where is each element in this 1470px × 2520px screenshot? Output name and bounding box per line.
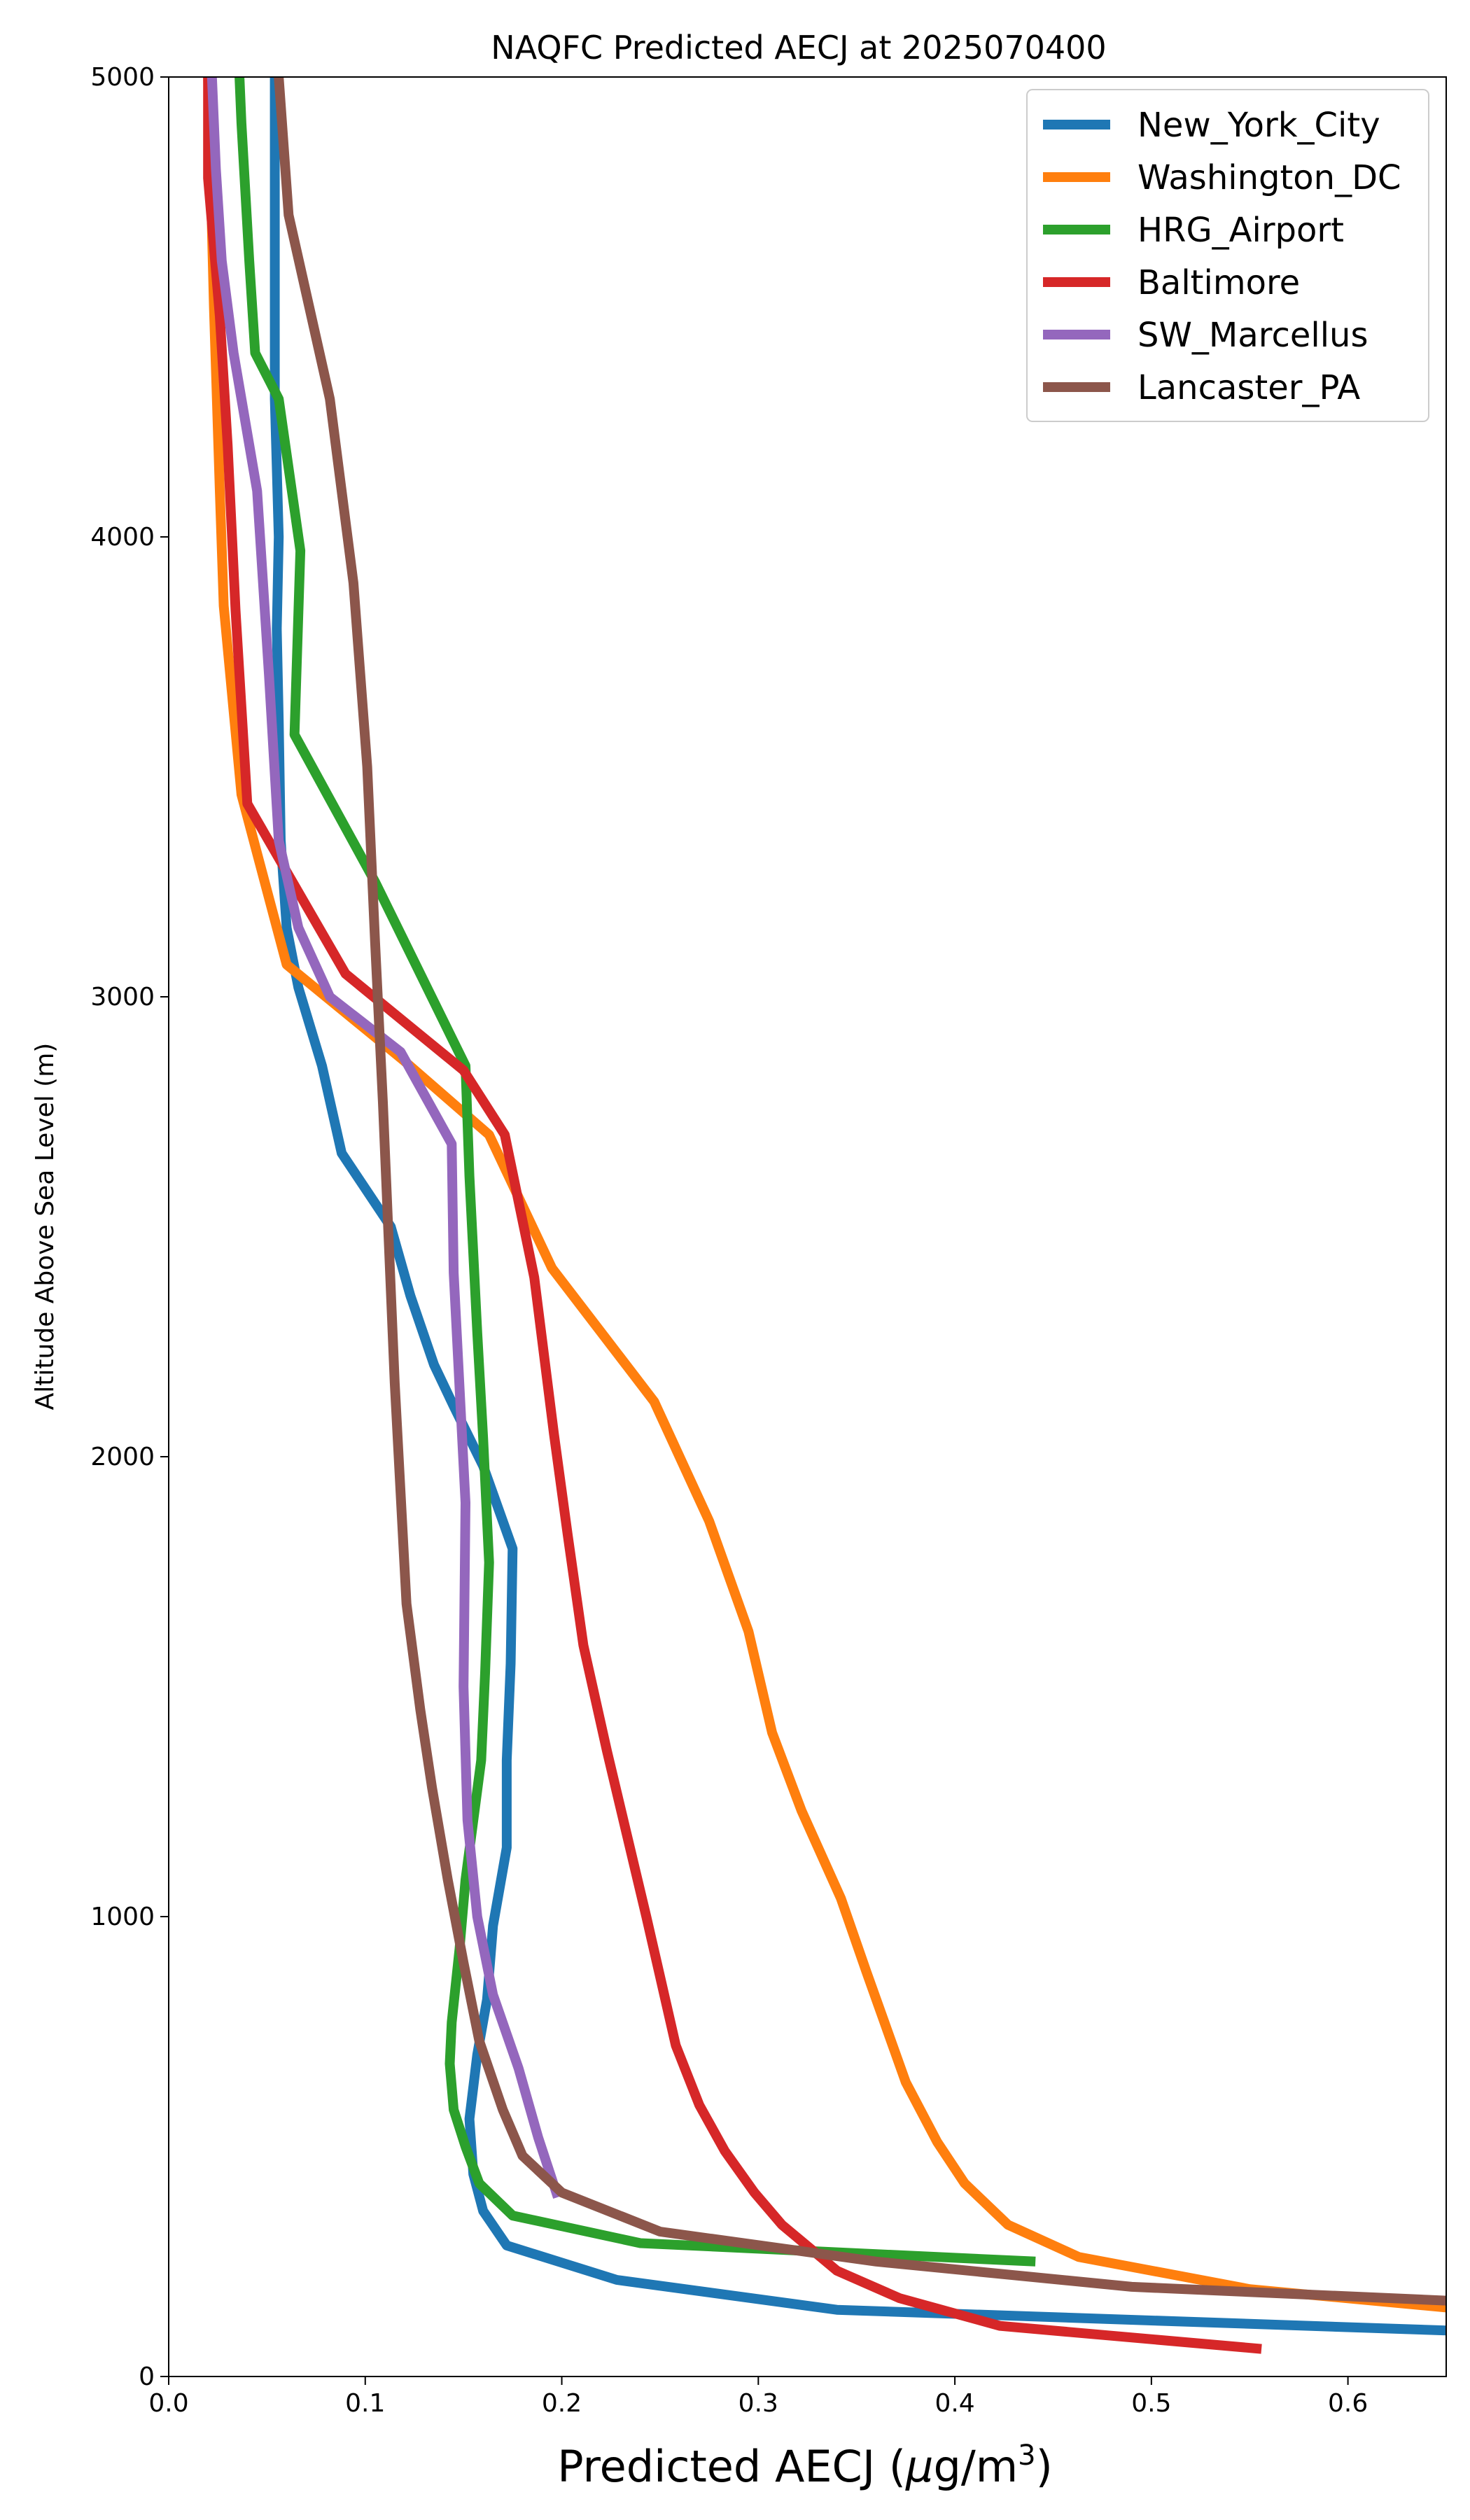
x-axis-ticks: 0.0 0.1 0.2 0.3 0.4 0.5 0.6 xyxy=(148,2376,1368,2418)
plot-frame xyxy=(168,76,1447,2377)
legend-box xyxy=(1026,89,1429,422)
y-tick-label: 1000 xyxy=(90,1903,155,1931)
legend: New_York_City Washington_DC HRG_Airport Bal… xyxy=(1026,89,1429,422)
series-line-washington-dc xyxy=(203,77,1446,2313)
series-layer xyxy=(203,77,1446,2354)
legend-label: SW_Marcellus xyxy=(1138,316,1368,355)
legend-label: Lancaster_PA xyxy=(1138,368,1360,407)
x-tick-label: 0.1 xyxy=(345,2389,385,2418)
x-tick-label: 0.0 xyxy=(148,2389,188,2418)
series-line-hrg-airport xyxy=(234,77,1036,2267)
y-tick-label: 5000 xyxy=(90,63,155,92)
y-tick-label: 0 xyxy=(139,2362,155,2391)
x-tick-label: 0.5 xyxy=(1131,2389,1171,2418)
legend-label: HRG_Airport xyxy=(1138,211,1344,250)
y-tick-label: 2000 xyxy=(90,1443,155,1471)
x-tick-label: 0.3 xyxy=(738,2389,778,2418)
series-line-sw-marcellus xyxy=(206,77,563,2199)
chart-title: NAQFC Predicted AECJ at 2025070400 xyxy=(491,29,1106,66)
y-axis-label: Altitude Above Sea Level (m) xyxy=(31,1043,59,1410)
y-tick-label: 3000 xyxy=(90,983,155,1011)
legend-label: Washington_DC xyxy=(1138,158,1401,197)
x-tick-label: 0.6 xyxy=(1328,2389,1368,2418)
legend-label: Baltimore xyxy=(1138,263,1300,302)
legend-label: New_York_City xyxy=(1138,106,1380,145)
series-line-lancaster-pa xyxy=(274,77,1446,2306)
series-line-baltimore xyxy=(203,77,1262,2354)
y-axis-ticks: 0 1000 2000 3000 4000 5000 xyxy=(90,63,169,2391)
x-tick-label: 0.2 xyxy=(542,2389,582,2418)
x-axis-label: Predicted AECJ (μg/m3) xyxy=(557,2440,1053,2492)
x-tick-label: 0.4 xyxy=(934,2389,974,2418)
y-tick-label: 4000 xyxy=(90,523,155,552)
